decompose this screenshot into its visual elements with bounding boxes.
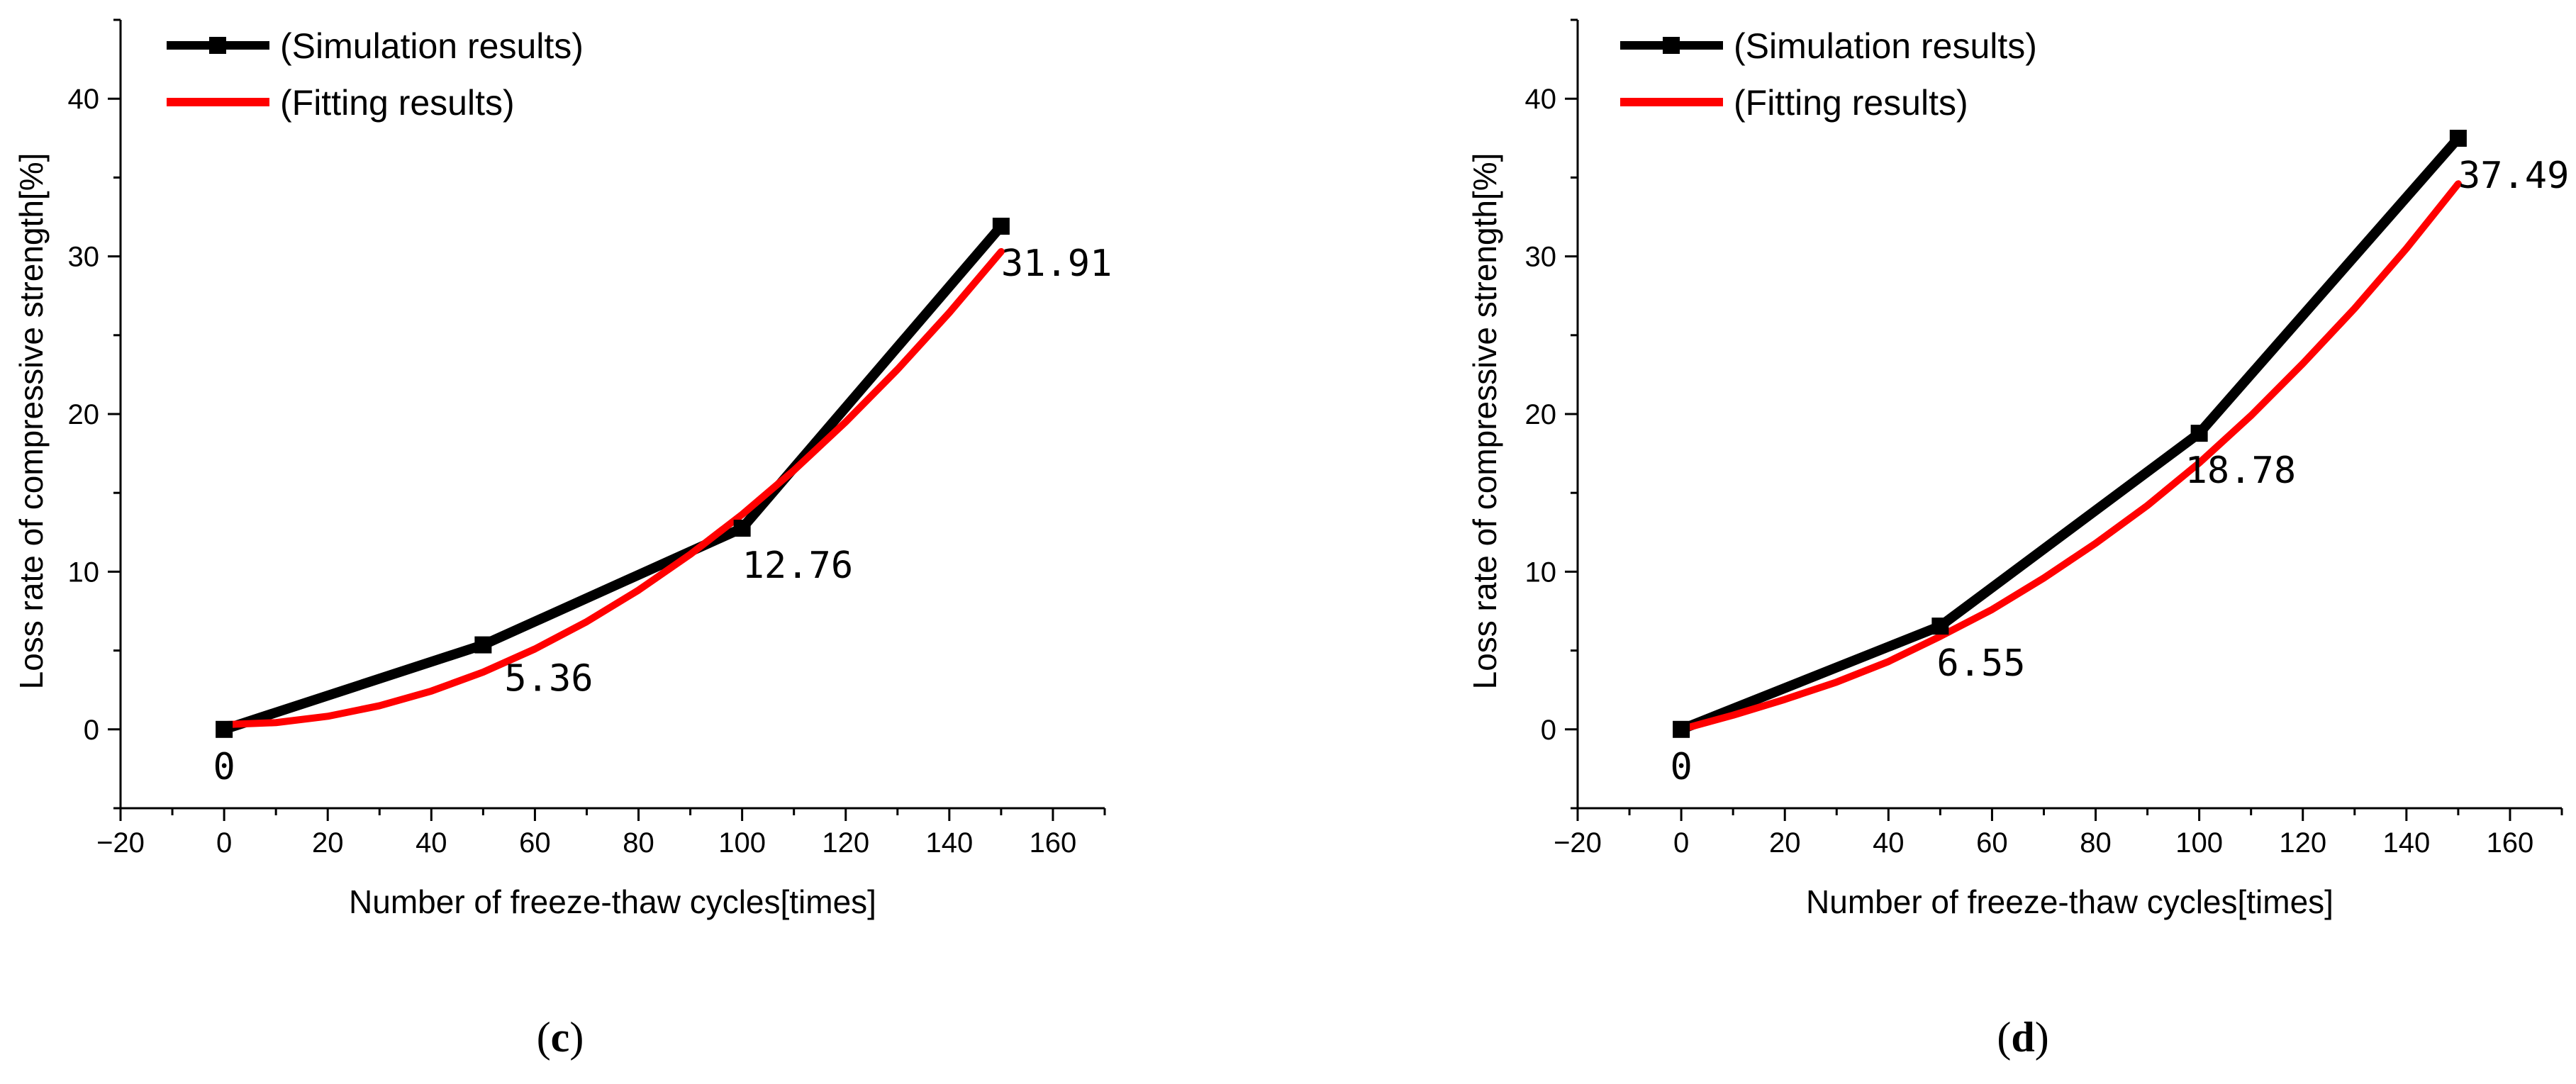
- simulation-point-marker: [2191, 425, 2208, 442]
- legend-fitting-label: (Fitting results): [1734, 83, 1968, 123]
- x-tick-label: 40: [1873, 827, 1905, 859]
- x-tick-label: 100: [718, 827, 766, 859]
- x-tick-label: 100: [2175, 827, 2223, 859]
- legend-fitting-label: (Fitting results): [280, 83, 515, 123]
- chart-panel-d: 0 10 20 30 40 −20 0 20 40 60 80 100 120 140 160 Number …: [1466, 20, 2569, 1061]
- panel-label-open: (: [537, 1014, 551, 1061]
- x-tick-label: 80: [2080, 827, 2112, 859]
- x-tick-label: −20: [96, 827, 145, 859]
- panel-label-open: (: [1997, 1014, 2011, 1061]
- x-axis-title: Number of freeze-thaw cycles[times]: [1806, 883, 2334, 920]
- x-axis-title: Number of freeze-thaw cycles[times]: [349, 883, 876, 920]
- y-tick-label: 0: [84, 715, 99, 746]
- y-tick-label: 30: [68, 242, 100, 273]
- data-label: 6.55: [1936, 642, 2025, 685]
- simulation-point-marker: [216, 721, 233, 738]
- simulation-point-marker: [1931, 618, 1948, 635]
- y-axis-title: Loss rate of compressive strength[%]: [13, 153, 50, 690]
- panel-label-letter: d: [2011, 1014, 2034, 1061]
- y-tick-label: 10: [68, 557, 100, 588]
- simulation-point-marker: [993, 218, 1010, 235]
- data-label: 0: [1670, 746, 1692, 788]
- data-label: 37.49: [2458, 155, 2570, 197]
- x-tick-label: 120: [2279, 827, 2326, 859]
- simulation-point-marker: [1673, 721, 1690, 738]
- simulation-point-marker: [2450, 130, 2467, 147]
- simulation-point-marker: [474, 637, 491, 654]
- y-tick-label: 20: [68, 399, 100, 430]
- simulation-series-line: [1681, 138, 2458, 730]
- x-tick-label: 60: [1976, 827, 2008, 859]
- x-tick-label: 140: [925, 827, 973, 859]
- x-tick-label: 80: [623, 827, 654, 859]
- x-tick-label: 140: [2382, 827, 2430, 859]
- data-label: 0: [213, 746, 235, 788]
- x-tick-label: 40: [416, 827, 447, 859]
- x-tick-label: 120: [822, 827, 869, 859]
- y-tick-label: 0: [1541, 715, 1556, 746]
- y-tick-label: 10: [1525, 557, 1557, 588]
- simulation-series-line: [224, 226, 1001, 730]
- x-tick-label: −20: [1554, 827, 1602, 859]
- x-tick-label: 160: [1030, 827, 1077, 859]
- y-tick-label: 40: [1525, 84, 1557, 115]
- panel-label-close: ): [2035, 1014, 2049, 1061]
- x-tick-label: 60: [519, 827, 551, 859]
- figure: 0 10 20 30 40 −20 0 20 40 60 80 100 120 140 160 Number …: [0, 0, 2576, 1080]
- legend-simulation-marker: [1663, 37, 1680, 54]
- y-tick-label: 20: [1525, 399, 1557, 430]
- x-tick-label: 20: [1769, 827, 1801, 859]
- simulation-point-marker: [734, 520, 751, 537]
- y-axis-title: Loss rate of compressive strength[%]: [1466, 153, 1503, 690]
- data-label: 31.91: [1001, 242, 1113, 285]
- fitting-series-line: [224, 252, 1001, 725]
- x-tick-label: 0: [1673, 827, 1689, 859]
- data-label: 18.78: [2185, 449, 2297, 492]
- data-label: 12.76: [742, 544, 854, 587]
- figure-svg: 010203040−20 0 20 40 60 80 100 120 140 160Number …: [0, 0, 2576, 1080]
- x-tick-label: 20: [312, 827, 344, 859]
- x-tick-label: 160: [2487, 827, 2534, 859]
- x-tick-label: 0: [216, 827, 232, 859]
- chart-panel-c: 0 10 20 30 40 −20 0 20 40 60 80 100 120 140 160 Number …: [13, 20, 1112, 1061]
- data-label: 5.36: [504, 658, 593, 700]
- legend-simulation-label: (Simulation results): [1734, 26, 2037, 66]
- y-tick-label: 30: [1525, 242, 1557, 273]
- panel-label-close: ): [569, 1014, 584, 1061]
- panel-label: (c): [537, 1014, 584, 1061]
- y-tick-label: 40: [68, 84, 100, 115]
- legend-simulation-label: (Simulation results): [280, 26, 584, 66]
- panel-label: (d): [1997, 1014, 2048, 1061]
- panel-label-letter: c: [551, 1014, 570, 1061]
- legend-simulation-marker: [209, 37, 226, 54]
